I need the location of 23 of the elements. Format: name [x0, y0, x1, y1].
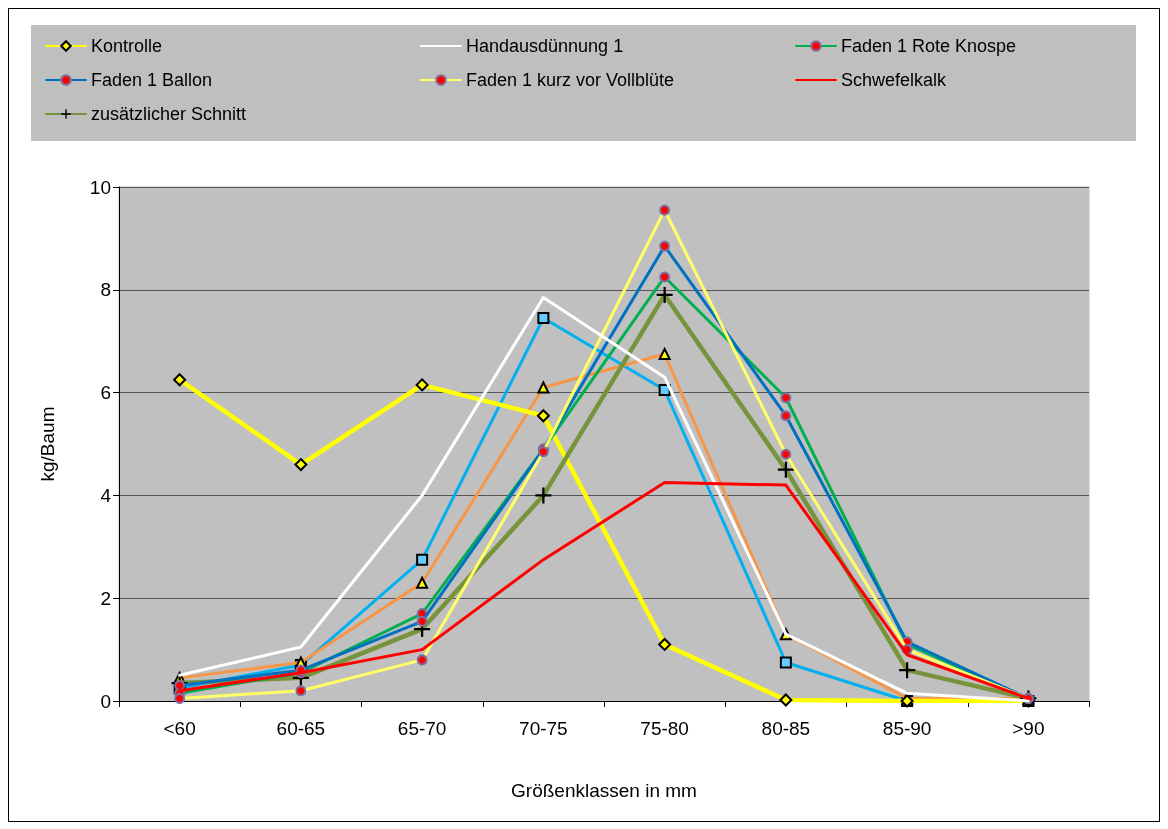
y-tick-label: 4: [100, 484, 112, 506]
legend-label: zusätzlicher Schnitt: [91, 104, 247, 124]
y-tick-label: 6: [100, 382, 111, 404]
legend-label: Schwefelkalk: [841, 70, 948, 90]
x-tick-label: 60-65: [276, 718, 326, 739]
x-tick-label: 65-70: [397, 718, 447, 739]
x-tick-label: 70-75: [519, 718, 568, 739]
y-tick-label: 2: [100, 587, 111, 609]
x-tick-label: 75-80: [640, 718, 689, 739]
legend-label: Faden 1 kurz vor Vollblüte: [466, 70, 675, 90]
y-tick-label: 0: [100, 690, 111, 712]
legend-label: Faden 1 Ballon: [91, 70, 213, 90]
x-tick-label: 80-85: [761, 718, 811, 739]
legend-label: Kontrolle: [91, 36, 163, 56]
y-tick-label: 10: [89, 176, 111, 198]
x-axis-title: Größenklassen in mm: [511, 780, 697, 801]
x-tick-label: <60: [163, 718, 196, 739]
x-tick-label: >90: [1012, 718, 1045, 739]
y-axis-title: kg/Baum: [37, 406, 58, 482]
legend-label: Faden 1 Rote Knospe: [841, 36, 1017, 56]
y-tick-label: 8: [100, 279, 111, 301]
x-tick-label: 85-90: [882, 718, 932, 739]
legend-label: Handausdünnung 1: [466, 36, 624, 56]
